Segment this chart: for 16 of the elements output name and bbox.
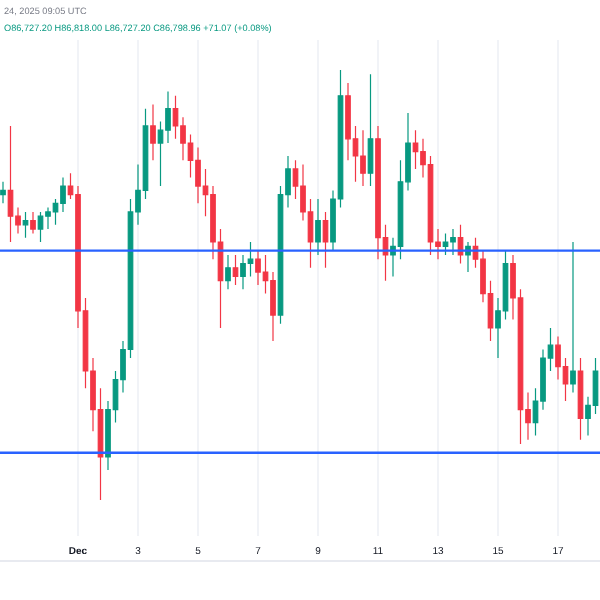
candlestick bbox=[570, 241, 576, 394]
candlestick bbox=[322, 211, 329, 269]
candlestick bbox=[442, 232, 449, 256]
candlestick bbox=[360, 129, 366, 187]
candlestick bbox=[7, 125, 14, 243]
candlestick bbox=[255, 250, 261, 286]
candlestick bbox=[30, 211, 36, 234]
candlestick bbox=[22, 211, 29, 239]
candlestick bbox=[412, 129, 419, 170]
candlestick bbox=[450, 228, 456, 256]
candlestick bbox=[225, 254, 231, 290]
candlestick bbox=[0, 181, 6, 204]
candlestick bbox=[232, 254, 239, 286]
candlestick bbox=[367, 73, 374, 187]
candlestick bbox=[150, 103, 156, 161]
candlestick bbox=[315, 198, 321, 256]
